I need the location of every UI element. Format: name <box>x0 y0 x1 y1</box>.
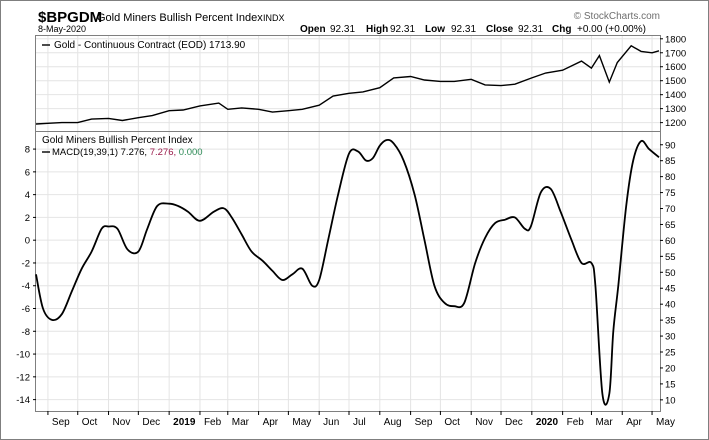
macd-y-tick-label: 8 <box>25 145 30 156</box>
x-tick-label: Apr <box>626 417 642 428</box>
x-tick-label: Sep <box>52 417 70 428</box>
ohlc-open-label: Open <box>300 24 326 35</box>
macd-y-tick-label: 6 <box>25 167 30 178</box>
macd-legend-name: MACD(19,39,1) <box>52 147 118 158</box>
macd-y-tick-label: -14 <box>16 395 30 406</box>
bpi-axis: 10 15 20 25 30 35 40 45 50 55 60 65 70 75 80 85 90 <box>660 140 676 406</box>
x-tick-label: Nov <box>475 417 493 428</box>
x-tick-label: 2019 <box>173 417 196 428</box>
bpi-y-tick-label: 45 <box>665 284 676 295</box>
x-tick-label: 2020 <box>536 417 559 428</box>
macd-y-tick-label: -8 <box>22 327 30 338</box>
x-tick-label: Feb <box>567 417 585 428</box>
macd-legend-label: MACD(19,39,1) 7.276, 7.276, 0.000 <box>52 147 203 158</box>
gold-y-tick-label: 1300 <box>665 104 686 115</box>
x-tick-label: Mar <box>232 417 250 428</box>
bpi-panel-grid <box>36 132 660 411</box>
x-tick-label: Jul <box>353 417 366 428</box>
macd-line <box>35 138 660 406</box>
x-tick-label: Dec <box>505 417 523 428</box>
x-tick-label: May <box>656 417 675 428</box>
x-tick-label: Sep <box>415 417 433 428</box>
bpi-y-tick-label: 90 <box>665 140 676 151</box>
x-tick-label: Oct <box>444 417 460 428</box>
bpi-panel-frame <box>35 131 661 412</box>
bpi-y-tick-label: 40 <box>665 300 676 311</box>
gold-price-line <box>35 44 660 125</box>
hist-legend-value: 0.000 <box>179 147 203 158</box>
macd-y-tick-label: -12 <box>16 372 30 383</box>
ohlc-low-label: Low <box>425 24 445 35</box>
gold-y-tick-label: 1200 <box>665 118 686 129</box>
gold-y-tick-label: 1400 <box>665 90 686 101</box>
symbol-label: $BPGDM <box>38 9 102 26</box>
gold-y-tick-label: 1600 <box>665 62 686 73</box>
macd-y-tick-label: -6 <box>22 304 30 315</box>
ohlc-chg-label: Chg <box>552 24 571 35</box>
bpi-y-tick-label: 85 <box>665 156 676 167</box>
gold-y-tick-label: 1500 <box>665 76 686 87</box>
bpi-y-tick-label: 65 <box>665 220 676 231</box>
x-tick-label: Feb <box>204 417 222 428</box>
signal-legend-value: 7.276, <box>150 147 176 158</box>
gold-legend: Gold - Continuous Contract (EOD) 1713.90 <box>42 40 246 51</box>
index-name-label: Gold Miners Bullish Percent Index <box>97 12 263 24</box>
ohlc-close-value: 92.31 <box>518 24 543 35</box>
ohlc-chg-value: +0.00 (+0.00%) <box>577 24 646 35</box>
ohlc-high-label: High <box>366 24 388 35</box>
macd-y-tick-label: 4 <box>25 190 30 201</box>
bpi-y-tick-label: 60 <box>665 236 676 247</box>
macd-y-tick-label: -4 <box>22 281 30 292</box>
bpi-y-tick-label: 35 <box>665 316 676 327</box>
x-tick-label: Jun <box>323 417 339 428</box>
date-label: 8-May-2020 <box>38 24 86 34</box>
watermark-label: © StockCharts.com <box>574 11 660 22</box>
ohlc-high-value: 92.31 <box>390 24 415 35</box>
bpi-y-tick-label: 25 <box>665 348 676 359</box>
gold-price-axis: 1200 1300 1400 1500 1600 1700 1800 <box>660 34 686 129</box>
bpi-y-tick-label: 20 <box>665 363 676 374</box>
bpi-y-tick-label: 10 <box>665 395 676 406</box>
bpi-y-tick-label: 55 <box>665 252 676 263</box>
x-tick-label: Oct <box>82 417 98 428</box>
gold-legend-label: Gold - Continuous Contract (EOD) 1713.90 <box>54 40 246 51</box>
macd-y-tick-label: -10 <box>16 350 30 361</box>
bpi-y-tick-label: 15 <box>665 379 676 390</box>
bpi-legend-title: Gold Miners Bullish Percent Index <box>42 135 193 146</box>
bpi-y-tick-label: 30 <box>665 332 676 343</box>
x-tick-label: Dec <box>142 417 160 428</box>
x-tick-label: Aug <box>384 417 402 428</box>
macd-y-tick-label: 2 <box>25 213 30 224</box>
x-tick-label: Apr <box>263 417 279 428</box>
macd-legend-value: 7.276, <box>121 147 147 158</box>
macd-y-tick-label: 0 <box>25 236 30 247</box>
x-tick-label: May <box>292 417 311 428</box>
gold-panel-grid <box>36 36 660 131</box>
bpi-y-tick-label: 50 <box>665 268 676 279</box>
bpi-y-tick-label: 80 <box>665 172 676 183</box>
ohlc-readout: Open 92.31 High 92.31 Low 92.31 Close 92… <box>300 24 646 35</box>
ohlc-low-value: 92.31 <box>451 24 476 35</box>
ohlc-open-value: 92.31 <box>330 24 355 35</box>
x-tick-label: Mar <box>595 417 613 428</box>
gold-y-tick-label: 1700 <box>665 48 686 59</box>
date-axis: Sep Oct Nov Dec 2019 Feb Mar Apr May Jun Jul Aug Sep… <box>47 411 675 428</box>
bpi-legend: Gold Miners Bullish Percent Index MACD(1… <box>42 135 203 158</box>
gold-y-tick-label: 1800 <box>665 34 686 45</box>
macd-axis: -14 -12 -10 -8 -6 -4 -2 0 2 4 6 8 <box>16 145 36 406</box>
macd-y-tick-label: -2 <box>22 258 30 269</box>
exchange-label: INDX <box>263 13 285 23</box>
bpi-y-tick-label: 75 <box>665 188 676 199</box>
ohlc-close-label: Close <box>486 24 514 35</box>
bpi-y-tick-label: 70 <box>665 204 676 215</box>
x-tick-label: Nov <box>113 417 131 428</box>
